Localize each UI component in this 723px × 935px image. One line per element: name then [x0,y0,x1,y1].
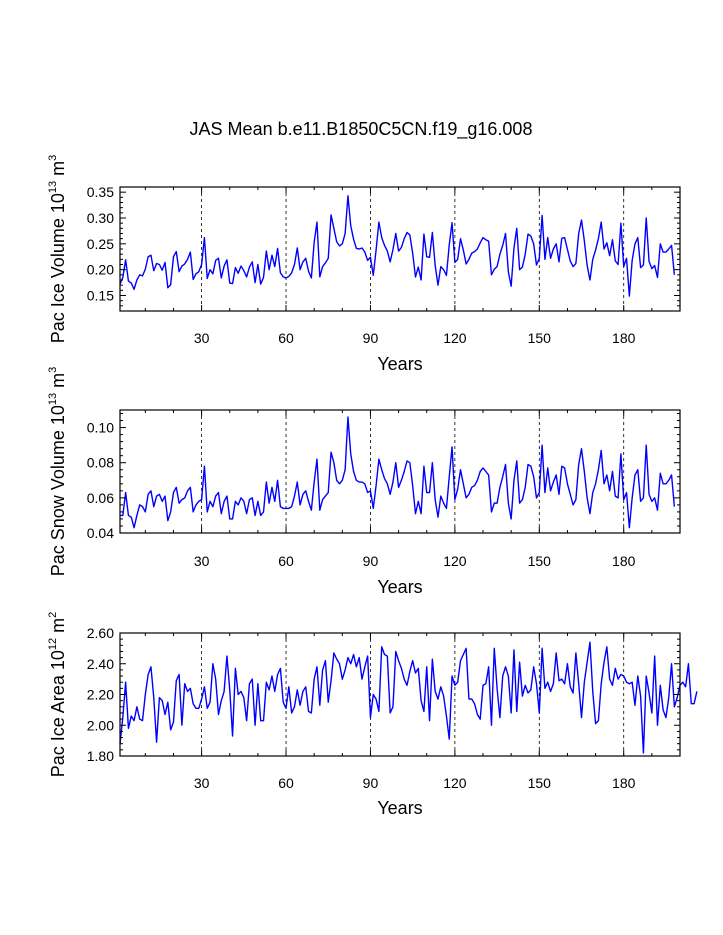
y-label-exponent: 13 [47,181,59,193]
panel-ice-volume: 30 60 90 120 150 180 0.15 0.20 0.25 0.30 0.35 Years… [47,155,681,374]
x-tick-label: 150 [528,330,552,346]
x-tick-label: 30 [194,553,210,569]
y-label-unit: m [48,161,68,181]
x-tick-label: 150 [528,775,552,791]
y-label-prefix: Pac Snow Volume 10 [48,405,68,576]
y-axis-label: Pac Ice Volume 1013 m3 [47,155,68,343]
plot-frame [119,632,681,757]
x-axis-label: Years [377,798,422,818]
y-label-unit-exponent: 2 [47,612,59,618]
plot-frame [119,409,681,534]
x-tick-label: 90 [363,330,379,346]
y-tick-label: 0.20 [87,262,114,278]
y-label-exponent: 13 [47,393,59,405]
x-tick-label: 60 [278,330,294,346]
y-tick-label: 0.25 [87,236,114,252]
x-tick-label: 30 [194,330,210,346]
y-tick-label: 0.04 [87,525,114,541]
y-label-prefix: Pac Ice Area 10 [48,650,68,777]
x-tick-label: 60 [278,553,294,569]
x-tick-label: 150 [528,553,552,569]
series-line [120,416,676,529]
x-tick-label: 180 [612,775,636,791]
x-tick-label: 120 [443,330,467,346]
y-tick-label: 0.10 [87,420,114,436]
chart-title: JAS Mean b.e11.B1850C5CN.f19_g16.008 [190,119,533,140]
x-tick-label: 30 [194,775,210,791]
x-axis-label: Years [377,577,422,597]
y-tick-label: 2.40 [87,656,114,672]
x-tick-label: 120 [443,553,467,569]
y-label-unit-exponent: 3 [47,367,59,373]
y-tick-label: 2.00 [87,717,114,733]
panel-snow-volume: 30 60 90 120 150 180 0.04 0.06 0.08 0.10 Years Pac … [47,367,681,597]
y-tick-label: 0.06 [87,490,114,506]
x-tick-label: 90 [363,775,379,791]
y-tick-label: 0.08 [87,455,114,471]
y-tick-label: 2.60 [87,625,114,641]
y-tick-label: 1.80 [87,748,114,764]
chart-panels: 30 60 90 120 150 180 0.15 0.20 0.25 0.30 0.35 Years… [47,155,698,818]
x-axis-label: Years [377,354,422,374]
y-axis-label: Pac Snow Volume 1013 m3 [47,367,68,576]
x-tick-label: 90 [363,553,379,569]
y-tick-label: 0.30 [87,210,114,226]
y-tick-label: 2.20 [87,687,114,703]
y-axis-label: Pac Ice Area 1012 m2 [47,612,68,777]
panel-ice-area: 30 60 90 120 150 180 1.80 2.00 2.20 2.40 2.60 Years… [47,612,698,818]
x-tick-label: 60 [278,775,294,791]
x-tick-label: 180 [612,330,636,346]
series-line [119,641,698,754]
y-tick-label: 0.35 [87,184,114,200]
y-label-prefix: Pac Ice Volume 10 [48,193,68,343]
y-label-unit: m [48,373,68,393]
y-tick-label: 0.15 [87,288,114,304]
y-label-exponent: 12 [47,638,59,650]
x-tick-label: 120 [443,775,467,791]
series-line [119,195,676,297]
x-tick-label: 180 [612,553,636,569]
y-label-unit-exponent: 3 [47,155,59,161]
y-label-unit: m [48,618,68,638]
